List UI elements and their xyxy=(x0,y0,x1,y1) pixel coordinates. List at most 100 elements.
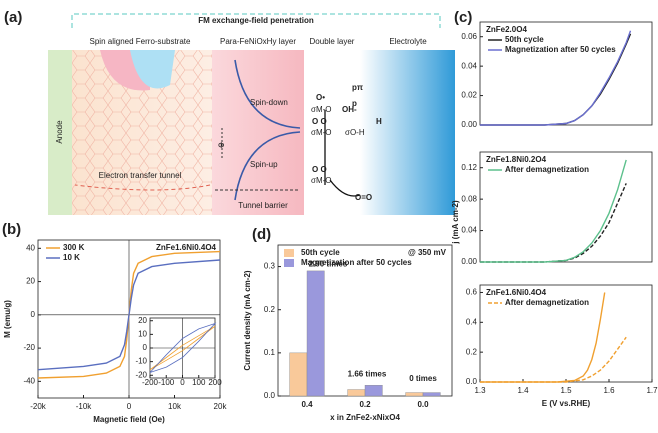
bond-label: σO-H xyxy=(345,128,365,137)
x-tick-label: 0.0 xyxy=(417,400,429,409)
bar xyxy=(306,270,325,397)
y-tick-label: -20 xyxy=(135,370,147,379)
series-line xyxy=(37,259,221,371)
diagram-label: Spin-up xyxy=(250,160,278,169)
banner: FM exchange-field penetration xyxy=(198,16,314,25)
chart-title: ZnFe1.6Ni0.4O4 xyxy=(486,288,547,297)
y-tick-label: 10 xyxy=(138,329,147,338)
x-tick-label: 0.2 xyxy=(359,400,371,409)
bar xyxy=(422,392,441,397)
y-axis-label: j (mA cm-2) xyxy=(451,200,460,245)
y-tick-label: 0.2 xyxy=(466,347,478,356)
legend-swatch xyxy=(284,249,294,257)
x-tick-label: 200 xyxy=(208,378,222,387)
y-tick-label: 0.1 xyxy=(264,348,276,357)
y-tick-label: -40 xyxy=(23,376,35,385)
y-tick-label: -10 xyxy=(135,357,147,366)
panel-label: (d) xyxy=(252,226,271,243)
x-tick-label: 1.3 xyxy=(474,386,486,395)
region-label: Electrolyte xyxy=(389,37,427,46)
x-tick-label: 0 xyxy=(127,402,132,411)
plot-frame xyxy=(479,284,653,383)
y-tick-label: 0.00 xyxy=(461,120,477,129)
chart-title: ZnFe2.0O4 xyxy=(486,25,527,34)
panel-label: (a) xyxy=(4,9,22,26)
y-tick-label: 0.4 xyxy=(466,317,478,326)
annotation: @ 350 mV xyxy=(408,248,447,257)
anode-label: Anode xyxy=(55,120,64,144)
diagram-label: Spin-down xyxy=(250,98,288,107)
legend-label: 300 K xyxy=(63,243,85,252)
y-tick-label: 0.2 xyxy=(264,305,276,314)
x-tick-label: -20k xyxy=(30,402,47,411)
legend-label: Magnetization after 50 cycles xyxy=(505,45,616,54)
bond-label: σM-O xyxy=(311,105,332,114)
species: H xyxy=(376,117,382,126)
y-tick-label: 0.04 xyxy=(461,226,477,235)
chart-title: ZnFe1.6Ni0.4O4 xyxy=(156,243,217,252)
diagram-label: Φ xyxy=(218,141,224,150)
y-tick-label: 0.0 xyxy=(466,377,478,386)
spin-domain xyxy=(130,50,175,89)
x-tick-label: 1.5 xyxy=(560,386,572,395)
bar xyxy=(405,392,424,397)
y-tick-label: 0.6 xyxy=(466,288,478,297)
banner-bracket xyxy=(71,13,441,28)
species: p xyxy=(352,99,357,108)
y-tick-label: 20 xyxy=(26,277,35,286)
y-axis-label: M (emu/g) xyxy=(3,300,12,338)
x-tick-label: 0 xyxy=(180,378,185,387)
y-tick-label: 40 xyxy=(26,243,35,252)
electrolyte xyxy=(360,50,455,215)
y-tick-label: 0.00 xyxy=(461,257,477,266)
para-layer xyxy=(212,50,304,215)
y-tick-label: 0.0 xyxy=(264,391,276,400)
series-line xyxy=(149,325,216,371)
series-line xyxy=(480,159,627,263)
legend-swatch xyxy=(284,259,294,267)
species: O O xyxy=(312,117,327,126)
y-tick-label: 20 xyxy=(138,316,147,325)
bar xyxy=(347,389,366,397)
y-tick-label: 0.02 xyxy=(461,91,477,100)
y-tick-label: 0.3 xyxy=(264,262,276,271)
x-axis-label: x in ZnFe2-xNixO4 xyxy=(330,413,400,422)
y-tick-label: 0.12 xyxy=(461,163,477,172)
x-tick-label: 10k xyxy=(168,402,182,411)
x-tick-label: 1.6 xyxy=(603,386,615,395)
y-tick-label: 0.08 xyxy=(461,194,477,203)
diagram-label: Electron transfer tunnel xyxy=(99,171,182,180)
species: pπ xyxy=(352,83,363,92)
region-label: Para-FeNiOxHy layer xyxy=(220,37,296,46)
series-line xyxy=(480,336,627,383)
bar xyxy=(364,385,383,397)
bond-label: σM-O xyxy=(311,176,332,185)
y-tick-label: 0.04 xyxy=(461,61,477,70)
y-tick-label: 0.06 xyxy=(461,32,477,41)
x-tick-label: 100 xyxy=(192,378,206,387)
x-tick-label: 1.7 xyxy=(646,386,658,395)
species: O=O xyxy=(355,193,372,202)
species: O• xyxy=(316,93,325,102)
panel-label: (c) xyxy=(454,9,472,26)
bond-label: σM-O xyxy=(311,128,332,137)
annotation: 0 times xyxy=(409,374,437,383)
x-tick-label: -100 xyxy=(158,378,175,387)
bar xyxy=(289,352,308,397)
annotation: 1.66 times xyxy=(348,370,387,379)
diagram-label: Tunnel barrier xyxy=(238,201,288,210)
species: OH- xyxy=(342,105,357,114)
double-layer xyxy=(304,50,360,215)
panel-a xyxy=(48,13,455,215)
x-axis-label: E (V vs.RHE) xyxy=(542,399,591,408)
legend-label: 50th cycle xyxy=(505,35,544,44)
region-label: Spin aligned Ferro-substrate xyxy=(90,37,191,46)
reaction-arrow xyxy=(324,110,361,197)
x-tick-label: -200 xyxy=(142,378,159,387)
legend-label: 50th cycle xyxy=(301,248,340,257)
series-line xyxy=(480,292,606,383)
y-tick-label: -20 xyxy=(23,343,35,352)
y-tick-label: 0 xyxy=(31,310,36,319)
region-label: Double layer xyxy=(310,37,355,46)
